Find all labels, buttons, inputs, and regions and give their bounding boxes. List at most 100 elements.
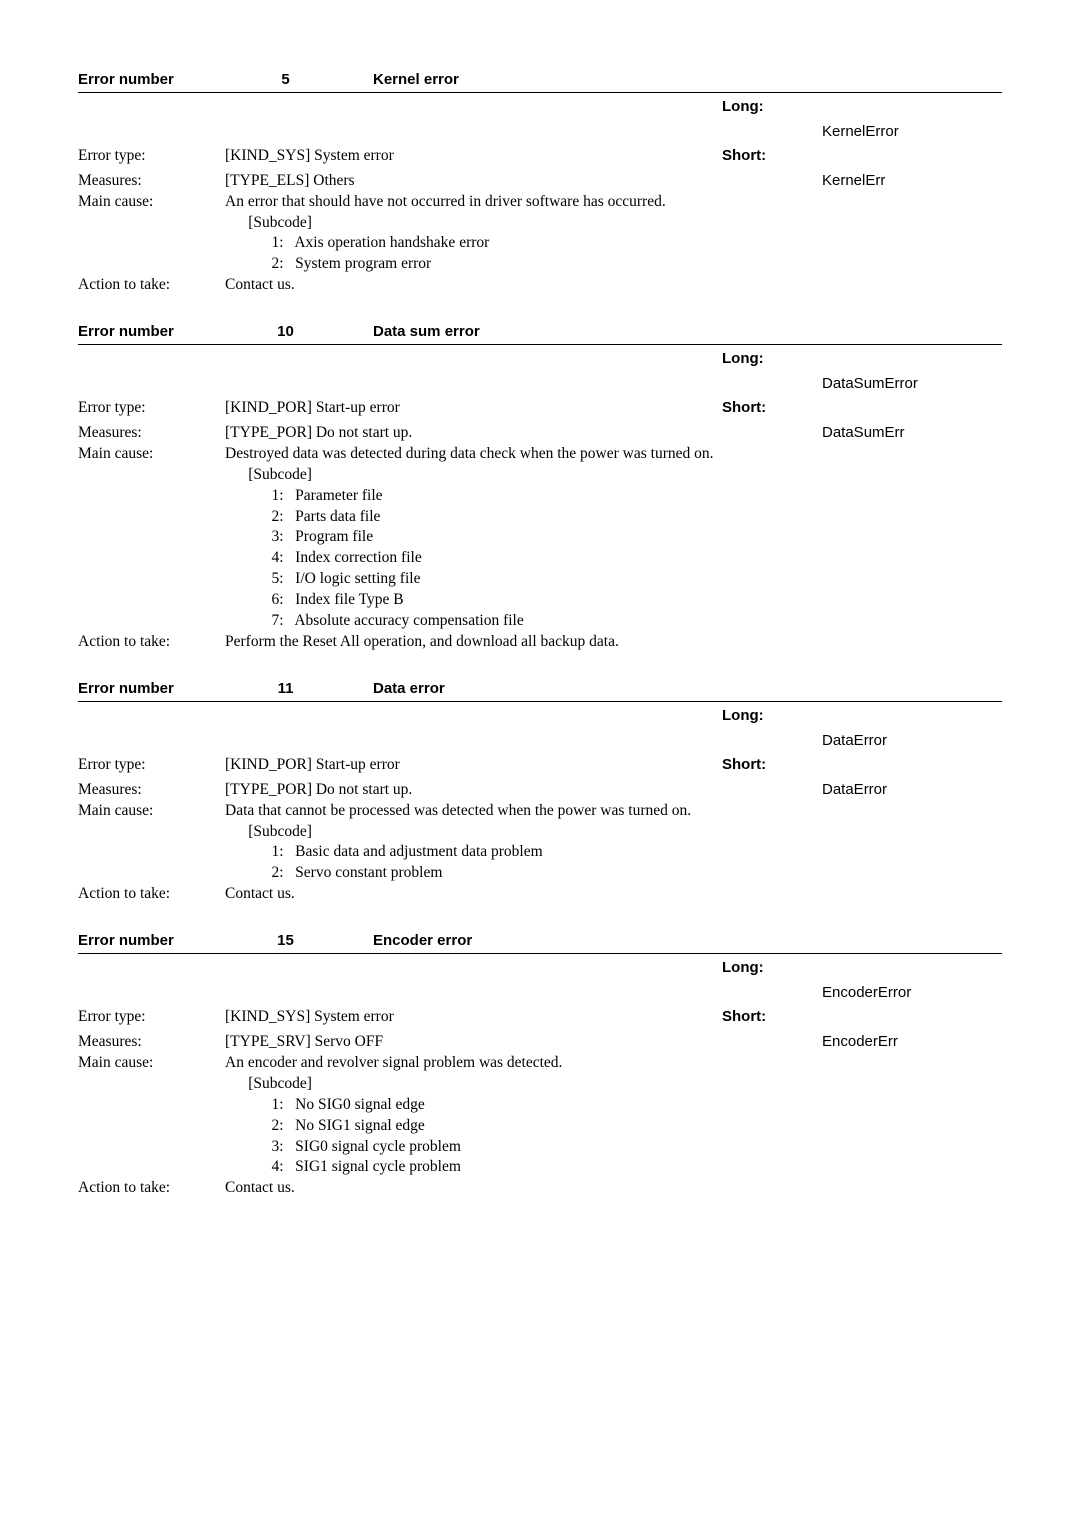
row-measures: Measures:[TYPE_SRV] Servo OFFEncoderErr xyxy=(78,1032,1002,1053)
subcode-label: [Subcode] xyxy=(213,1074,1002,1095)
row-error-type: Error type:[KIND_POR] Start-up errorShor… xyxy=(78,755,1002,776)
row-action: Action to take:Perform the Reset All ope… xyxy=(78,632,1002,653)
error-type-value: [KIND_POR] Start-up error xyxy=(213,398,722,419)
long-value: DataSumError xyxy=(822,374,1002,394)
subcode-item: 2: No SIG1 signal edge xyxy=(213,1116,1002,1137)
subcode-item: 3: Program file xyxy=(213,527,1002,548)
measures-label: Measures: xyxy=(78,1032,213,1053)
row-main-cause: Main cause:Data that cannot be processed… xyxy=(78,801,1002,822)
row-subcode-item: 1: No SIG0 signal edge xyxy=(78,1095,1002,1116)
error-block: Error number11Data errorLong:DataErrorEr… xyxy=(78,679,1002,905)
row-main-cause: Main cause:An encoder and revolver signa… xyxy=(78,1053,1002,1074)
main-cause-value: An encoder and revolver signal problem w… xyxy=(213,1053,1002,1074)
row-error-type: Error type:[KIND_POR] Start-up errorShor… xyxy=(78,398,1002,419)
row-long-label: Long: xyxy=(78,349,1002,369)
row-subcode-item: 3: Program file xyxy=(78,527,1002,548)
error-title: Kernel error xyxy=(373,70,1002,90)
row-subcode-header: [Subcode] xyxy=(78,1074,1002,1095)
action-value: Contact us. xyxy=(213,884,1002,905)
error-type-label: Error type: xyxy=(78,146,213,167)
row-subcode-item: 4: SIG1 signal cycle problem xyxy=(78,1157,1002,1178)
action-label: Action to take: xyxy=(78,1178,213,1199)
error-number-value: 5 xyxy=(228,70,373,90)
subcode-item: 2: System program error xyxy=(213,254,1002,275)
row-measures: Measures:[TYPE_ELS] OthersKernelErr xyxy=(78,171,1002,192)
subcode-label: [Subcode] xyxy=(213,822,1002,843)
short-value: DataError xyxy=(822,780,1002,801)
error-type-value: [KIND_POR] Start-up error xyxy=(213,755,722,776)
row-subcode-item: 1: Parameter file xyxy=(78,486,1002,507)
error-title: Encoder error xyxy=(373,931,1002,951)
main-cause-value: Destroyed data was detected during data … xyxy=(213,444,1002,465)
row-subcode-item: 3: SIG0 signal cycle problem xyxy=(78,1137,1002,1158)
measures-label: Measures: xyxy=(78,780,213,801)
long-value: EncoderError xyxy=(822,983,1002,1003)
row-subcode-item: 2: Parts data file xyxy=(78,507,1002,528)
row-subcode-item: 5: I/O logic setting file xyxy=(78,569,1002,590)
long-value: DataError xyxy=(822,731,1002,751)
long-label: Long: xyxy=(722,349,822,369)
error-header: Error number11Data error xyxy=(78,679,1002,702)
short-label: Short: xyxy=(722,146,822,167)
main-cause-label: Main cause: xyxy=(78,801,213,822)
row-subcode-item: 2: No SIG1 signal edge xyxy=(78,1116,1002,1137)
row-subcode-item: 4: Index correction file xyxy=(78,548,1002,569)
subcode-item: 6: Index file Type B xyxy=(213,590,1002,611)
measures-value: [TYPE_ELS] Others xyxy=(213,171,722,192)
main-cause-value: An error that should have not occurred i… xyxy=(213,192,1002,213)
subcode-item: 3: SIG0 signal cycle problem xyxy=(213,1137,1002,1158)
row-subcode-header: [Subcode] xyxy=(78,465,1002,486)
short-label: Short: xyxy=(722,398,822,419)
long-label: Long: xyxy=(722,706,822,726)
error-header: Error number10Data sum error xyxy=(78,322,1002,345)
measures-label: Measures: xyxy=(78,423,213,444)
long-label: Long: xyxy=(722,958,822,978)
error-block: Error number15Encoder error Long:EncoderE… xyxy=(78,931,1002,1199)
row-measures: Measures:[TYPE_POR] Do not start up.Data… xyxy=(78,780,1002,801)
error-header: Error number15Encoder error xyxy=(78,931,1002,954)
subcode-item: 4: Index correction file xyxy=(213,548,1002,569)
row-long-label: Long: xyxy=(78,97,1002,117)
row-error-type: Error type:[KIND_SYS] System errorShort: xyxy=(78,1007,1002,1028)
long-label: Long: xyxy=(722,97,822,117)
short-value: KernelErr xyxy=(822,171,1002,192)
row-long-value: DataError xyxy=(78,731,1002,751)
row-subcode-header: [Subcode] xyxy=(78,213,1002,234)
row-action: Action to take:Contact us. xyxy=(78,275,1002,296)
row-long-value: DataSumError xyxy=(78,374,1002,394)
error-title: Data sum error xyxy=(373,322,1002,342)
main-cause-label: Main cause: xyxy=(78,444,213,465)
subcode-label: [Subcode] xyxy=(213,213,1002,234)
row-subcode-item: 1: Axis operation handshake error xyxy=(78,233,1002,254)
subcode-item: 5: I/O logic setting file xyxy=(213,569,1002,590)
subcode-item: 4: SIG1 signal cycle problem xyxy=(213,1157,1002,1178)
long-value: KernelError xyxy=(822,122,1002,142)
row-subcode-item: 2: System program error xyxy=(78,254,1002,275)
row-subcode-item: 1: Basic data and adjustment data proble… xyxy=(78,842,1002,863)
error-type-value: [KIND_SYS] System error xyxy=(213,1007,722,1028)
document-root: Error number5Kernel errorLong:KernelErro… xyxy=(78,70,1002,1199)
subcode-item: 1: No SIG0 signal edge xyxy=(213,1095,1002,1116)
row-subcode-item: 2: Servo constant problem xyxy=(78,863,1002,884)
action-label: Action to take: xyxy=(78,632,213,653)
short-label: Short: xyxy=(722,755,822,776)
error-number-value: 11 xyxy=(228,679,373,699)
error-type-value: [KIND_SYS] System error xyxy=(213,146,722,167)
error-header: Error number5Kernel error xyxy=(78,70,1002,93)
main-cause-label: Main cause: xyxy=(78,1053,213,1074)
measures-value: [TYPE_SRV] Servo OFF xyxy=(213,1032,722,1053)
main-cause-value: Data that cannot be processed was detect… xyxy=(213,801,1002,822)
subcode-label: [Subcode] xyxy=(213,465,1002,486)
error-block: Error number10Data sum errorLong:DataSum… xyxy=(78,322,1002,653)
error-title: Data error xyxy=(373,679,1002,699)
subcode-item: 1: Axis operation handshake error xyxy=(213,233,1002,254)
subcode-item: 2: Servo constant problem xyxy=(213,863,1002,884)
short-value: DataSumErr xyxy=(822,423,1002,444)
error-block: Error number5Kernel error Long:KernelErro… xyxy=(78,70,1002,296)
row-action: Action to take:Contact us. xyxy=(78,884,1002,905)
action-value: Contact us. xyxy=(213,1178,1002,1199)
subcode-item: 1: Parameter file xyxy=(213,486,1002,507)
subcode-item: 7: Absolute accuracy compensation file xyxy=(213,611,1002,632)
subcode-item: 2: Parts data file xyxy=(213,507,1002,528)
row-long-value: EncoderError xyxy=(78,983,1002,1003)
